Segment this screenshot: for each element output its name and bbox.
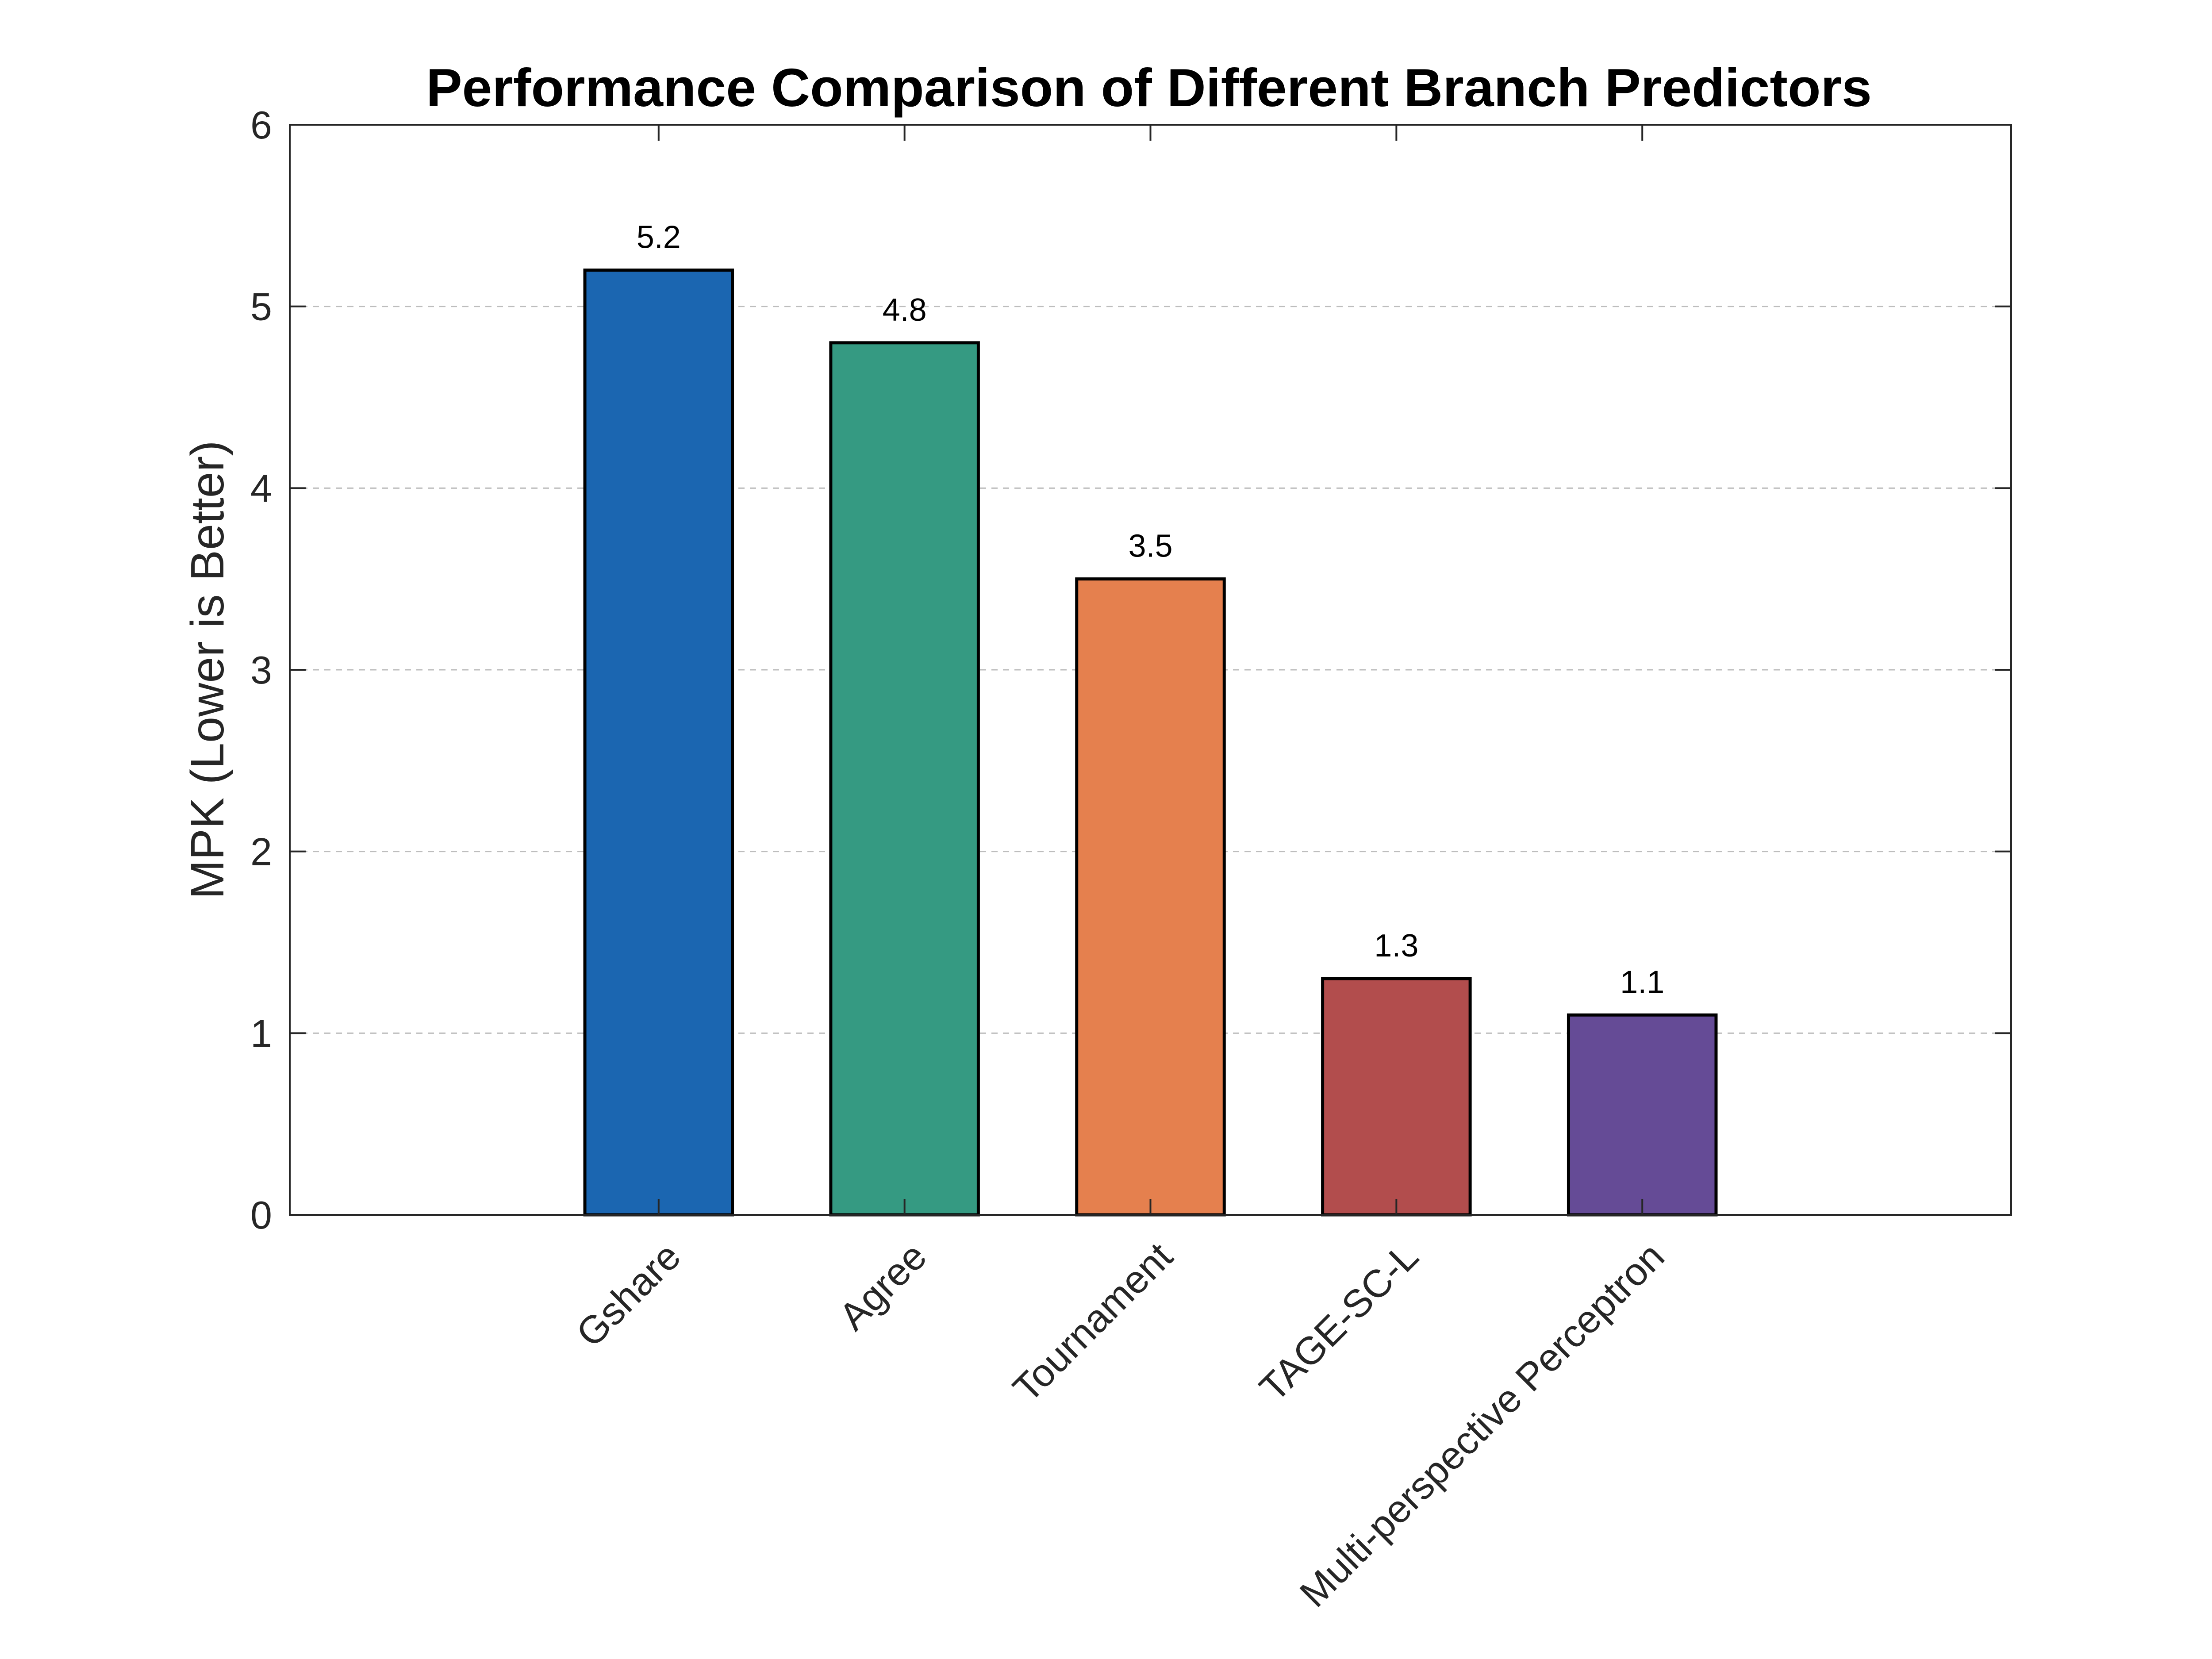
chart-title: Performance Comparison of Different Bran… — [426, 58, 1872, 118]
y-tick-label: 4 — [250, 466, 272, 510]
y-tick-label: 5 — [250, 285, 272, 329]
bar — [1075, 577, 1226, 1217]
bars — [583, 269, 1718, 1217]
data-label: 4.8 — [883, 292, 927, 328]
y-tick-label: 3 — [250, 648, 272, 692]
bar — [1567, 1013, 1718, 1217]
bar — [829, 341, 980, 1217]
x-tick-label: Agree — [830, 1234, 935, 1338]
bar — [1321, 977, 1472, 1217]
y-tick-label: 6 — [250, 103, 272, 147]
data-labels: 5.2 4.8 3.5 1.3 1.1 — [637, 220, 1665, 1000]
y-tick-labels: 0 1 2 3 4 5 6 — [250, 103, 272, 1237]
y-axis-label: MPK (Lower is Better) — [181, 441, 234, 899]
x-tick-labels: Gshare Agree Tournament TAGE-SC-LMulti-pers… — [568, 1234, 1672, 1615]
y-tick-label: 1 — [250, 1011, 272, 1055]
x-tick-label: TAGE-SC-L — [1251, 1234, 1426, 1409]
y-tick-label: 2 — [250, 830, 272, 874]
data-label: 3.5 — [1128, 529, 1172, 564]
y-tick-label: 0 — [250, 1193, 272, 1237]
data-label: 5.2 — [637, 220, 681, 255]
data-label: 1.1 — [1620, 964, 1664, 1000]
x-tick-label: Tournament — [1004, 1234, 1181, 1410]
plot-area-frame — [289, 124, 2012, 1216]
x-tick-label: Gshare — [568, 1234, 689, 1355]
bar — [583, 269, 734, 1217]
data-label: 1.3 — [1374, 928, 1418, 964]
